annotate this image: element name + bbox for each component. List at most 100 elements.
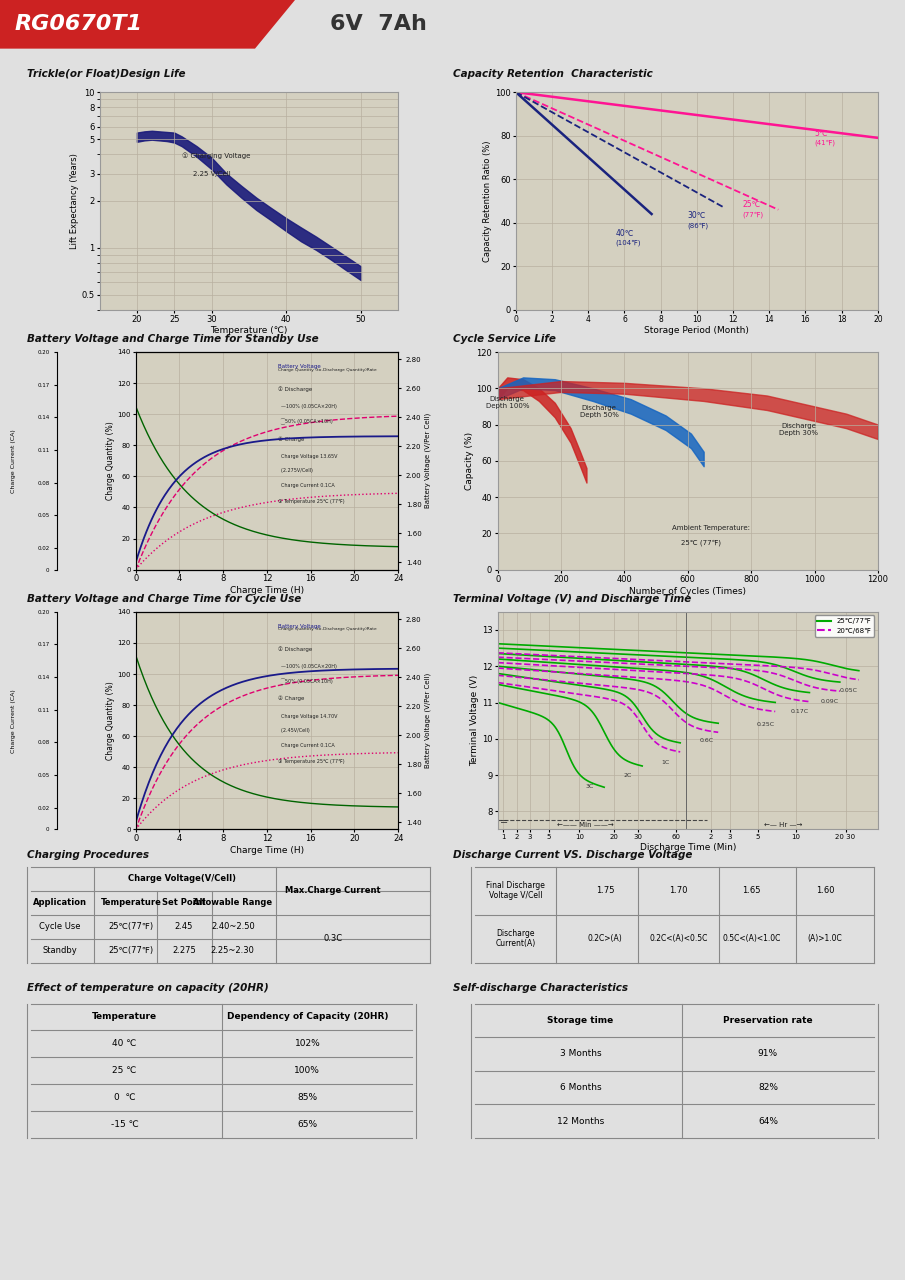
Polygon shape — [0, 0, 295, 49]
Text: Ambient Temperature:: Ambient Temperature: — [672, 525, 750, 531]
Text: 65%: 65% — [297, 1120, 318, 1129]
Text: ① Charging Voltage: ① Charging Voltage — [182, 152, 250, 159]
Text: ② Charge: ② Charge — [278, 436, 304, 442]
Y-axis label: Terminal Voltage (V): Terminal Voltage (V) — [471, 675, 480, 767]
Text: (2.275V/Cell): (2.275V/Cell) — [278, 467, 313, 472]
Text: Discharge
Depth 50%: Discharge Depth 50% — [580, 406, 618, 419]
Text: 0.3C: 0.3C — [323, 934, 342, 943]
Text: Terminal Voltage (V) and Discharge Time: Terminal Voltage (V) and Discharge Time — [452, 594, 691, 604]
Text: 25℃ (77℉): 25℃ (77℉) — [681, 539, 721, 545]
Y-axis label: Lift Expectancy (Years): Lift Expectancy (Years) — [70, 154, 79, 248]
Text: Trickle(or Float)Design Life: Trickle(or Float)Design Life — [27, 69, 186, 79]
Text: Charge Current 0.1CA: Charge Current 0.1CA — [278, 484, 335, 488]
Text: 1C: 1C — [662, 760, 670, 765]
Text: Charge Current 0.1CA: Charge Current 0.1CA — [278, 744, 335, 748]
Text: (77℉): (77℉) — [742, 211, 763, 218]
Text: Standby: Standby — [43, 946, 77, 955]
Text: 25℃(77℉): 25℃(77℉) — [109, 922, 154, 931]
Text: ② Charge: ② Charge — [278, 696, 304, 701]
Text: 0  ℃: 0 ℃ — [114, 1093, 135, 1102]
Text: Temperature: Temperature — [100, 899, 161, 908]
X-axis label: Charge Time (H): Charge Time (H) — [230, 846, 304, 855]
Text: Storage time: Storage time — [548, 1016, 614, 1025]
Text: 102%: 102% — [294, 1039, 320, 1048]
Text: ③ Temperature 25℃ (77℉): ③ Temperature 25℃ (77℉) — [278, 759, 345, 764]
Text: Application: Application — [33, 899, 87, 908]
Text: 82%: 82% — [757, 1083, 778, 1092]
X-axis label: Charge Time (H): Charge Time (H) — [230, 586, 304, 595]
Text: 6 Months: 6 Months — [560, 1083, 601, 1092]
Text: Cycle Use: Cycle Use — [39, 922, 81, 931]
Text: Preservation rate: Preservation rate — [723, 1016, 813, 1025]
Text: 30℃: 30℃ — [688, 211, 706, 220]
Text: Discharge
Depth 100%: Discharge Depth 100% — [485, 397, 529, 410]
Text: ① Discharge: ① Discharge — [278, 646, 312, 652]
Text: Allowable Range: Allowable Range — [194, 899, 272, 908]
Text: 40 ℃: 40 ℃ — [112, 1039, 137, 1048]
Text: 0.5C<(A)<1.0C: 0.5C<(A)<1.0C — [722, 934, 781, 943]
Text: 5℃: 5℃ — [814, 129, 828, 138]
Text: 0.25C: 0.25C — [757, 722, 775, 727]
Text: 1.60: 1.60 — [815, 886, 834, 895]
Y-axis label: Charge Quantity (%): Charge Quantity (%) — [106, 681, 115, 760]
Y-axis label: Battery Voltage (V/Per Cell): Battery Voltage (V/Per Cell) — [424, 413, 431, 508]
Text: 0.2C>(A): 0.2C>(A) — [587, 934, 623, 943]
X-axis label: Number of Cycles (Times): Number of Cycles (Times) — [629, 588, 747, 596]
Text: —100% (0.05CA×20H): —100% (0.05CA×20H) — [278, 664, 337, 668]
Text: Cycle Service Life: Cycle Service Life — [452, 334, 556, 344]
Text: 2.25~2.30: 2.25~2.30 — [211, 946, 254, 955]
Text: 25℃(77℉): 25℃(77℉) — [109, 946, 154, 955]
Text: 12 Months: 12 Months — [557, 1116, 605, 1125]
Text: Charge Voltage 14.70V: Charge Voltage 14.70V — [278, 713, 338, 718]
Text: 2.45: 2.45 — [175, 922, 193, 931]
Text: RG0670T1: RG0670T1 — [15, 14, 143, 35]
Text: Charging Procedures: Charging Procedures — [27, 850, 149, 860]
Text: 2C: 2C — [624, 773, 632, 778]
Text: 25℃: 25℃ — [742, 201, 760, 210]
Text: 2.25 V/Cell: 2.25 V/Cell — [193, 170, 231, 177]
Text: 2.40~2.50: 2.40~2.50 — [211, 922, 254, 931]
Text: ⁐50% (0.05CA×10H): ⁐50% (0.05CA×10H) — [278, 678, 333, 685]
Text: Dependency of Capacity (20HR): Dependency of Capacity (20HR) — [226, 1012, 388, 1021]
Text: 100%: 100% — [294, 1066, 320, 1075]
Text: 6V  7Ah: 6V 7Ah — [330, 14, 427, 35]
Text: Effect of temperature on capacity (20HR): Effect of temperature on capacity (20HR) — [27, 983, 269, 993]
Text: (86℉): (86℉) — [688, 221, 709, 229]
Y-axis label: Battery Voltage (V/Per Cell): Battery Voltage (V/Per Cell) — [424, 673, 431, 768]
Text: -15 ℃: -15 ℃ — [110, 1120, 138, 1129]
Text: Final Discharge
Voltage V/Cell: Final Discharge Voltage V/Cell — [486, 881, 545, 900]
Text: Self-discharge Characteristics: Self-discharge Characteristics — [452, 983, 627, 993]
Text: 40℃: 40℃ — [615, 229, 634, 238]
X-axis label: Temperature (℃): Temperature (℃) — [210, 326, 288, 335]
Text: Max.Charge Current: Max.Charge Current — [285, 886, 380, 895]
Text: Discharge Current VS. Discharge Voltage: Discharge Current VS. Discharge Voltage — [452, 850, 692, 860]
Text: —100% (0.05CA×20H): —100% (0.05CA×20H) — [278, 404, 337, 408]
Text: 0.6C: 0.6C — [700, 739, 713, 744]
Text: Charge Voltage(V/Cell): Charge Voltage(V/Cell) — [128, 874, 236, 883]
Text: Capacity Retention  Characteristic: Capacity Retention Characteristic — [452, 69, 653, 79]
Text: Battery Voltage: Battery Voltage — [278, 623, 320, 628]
Text: Temperature: Temperature — [92, 1012, 157, 1021]
Text: Charge Quantity (to-Discharge Quantity)Rate: Charge Quantity (to-Discharge Quantity)R… — [278, 627, 376, 631]
Text: 0.09C: 0.09C — [821, 699, 839, 704]
Text: 1.70: 1.70 — [669, 886, 688, 895]
Text: (A)>1.0C: (A)>1.0C — [807, 934, 843, 943]
Text: =: = — [500, 817, 508, 827]
Text: (2.45V/Cell): (2.45V/Cell) — [278, 727, 310, 732]
Text: ③ Temperature 25℃ (77℉): ③ Temperature 25℃ (77℉) — [278, 499, 345, 504]
Text: Discharge
Depth 30%: Discharge Depth 30% — [779, 424, 818, 436]
Text: 0.2C<(A)<0.5C: 0.2C<(A)<0.5C — [649, 934, 708, 943]
Legend: 25℃/77℉, 20℃/68℉: 25℃/77℉, 20℃/68℉ — [814, 616, 874, 636]
Text: 25 ℃: 25 ℃ — [112, 1066, 137, 1075]
Text: 3C: 3C — [586, 783, 594, 788]
Text: 91%: 91% — [757, 1050, 778, 1059]
Text: ←— Hr —→: ←— Hr —→ — [764, 822, 802, 828]
Text: ←—— Min ——→: ←—— Min ——→ — [557, 822, 614, 828]
Text: (104℉): (104℉) — [615, 239, 641, 246]
X-axis label: Storage Period (Month): Storage Period (Month) — [644, 326, 749, 335]
Text: (41℉): (41℉) — [814, 140, 835, 146]
Text: Set Point: Set Point — [162, 899, 205, 908]
X-axis label: Discharge Time (Min): Discharge Time (Min) — [640, 844, 736, 852]
Text: 3 Months: 3 Months — [560, 1050, 601, 1059]
Text: Charge Quantity (to-Discharge Quantity)Rate: Charge Quantity (to-Discharge Quantity)R… — [278, 367, 376, 371]
